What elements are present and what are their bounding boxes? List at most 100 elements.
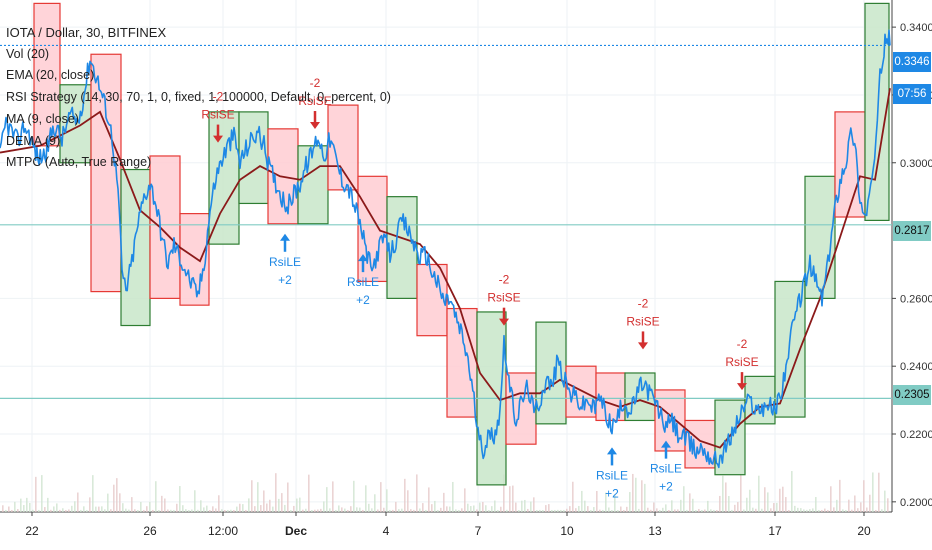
volume-bar: [428, 487, 430, 512]
signal-label: RsiLE: [347, 275, 379, 289]
volume-bar: [32, 509, 34, 512]
signal-qty: +2: [278, 273, 292, 287]
volume-bar: [860, 502, 862, 512]
level-tag-1: 0.2817: [893, 221, 931, 241]
volume-bar: [734, 504, 736, 512]
volume-bar: [179, 486, 181, 512]
last-price-tag: 0.3346: [893, 52, 931, 72]
volume-bar: [674, 509, 676, 512]
volume-bar: [512, 485, 514, 512]
volume-bar: [128, 509, 130, 512]
volume-bar: [611, 510, 613, 512]
time-tick-label: 26: [143, 524, 157, 538]
volume-bar: [719, 495, 721, 512]
signal-qty: +2: [605, 486, 619, 500]
volume-bar: [221, 509, 223, 512]
countdown-tag: 07:56: [893, 84, 931, 104]
volume-bar: [104, 509, 106, 512]
volume-bar: [47, 497, 49, 512]
up-arrow-head-icon: [358, 254, 368, 262]
mtpc-box-down: [179, 213, 210, 306]
ema-line: [0, 88, 891, 449]
volume-bar: [731, 509, 733, 512]
volume-bar: [515, 502, 517, 512]
volume-bar: [752, 507, 754, 512]
long-signal: RsiLE +2: [269, 233, 301, 287]
volume-bar: [29, 502, 31, 512]
signal-label: RsiSE: [725, 355, 758, 369]
price-tick-label: 0.3000: [900, 158, 932, 170]
volume-bar: [866, 507, 868, 512]
volume-bar: [191, 509, 193, 512]
volume-bar: [446, 506, 448, 512]
volume-bar: [539, 509, 541, 512]
volume-bar: [287, 482, 289, 512]
volume-bar: [200, 500, 202, 512]
volume-bar: [605, 492, 607, 512]
volume-bar: [206, 505, 208, 512]
volume-bar: [299, 497, 301, 512]
volume-bar: [269, 499, 271, 512]
volume-bar: [506, 509, 508, 512]
volume-bar: [407, 490, 409, 512]
signal-label: RsiSE: [298, 94, 331, 108]
legend-ma[interactable]: MA (9, close): [6, 111, 79, 126]
volume-bar: [767, 492, 769, 512]
volume-bar: [236, 506, 238, 512]
volume-bar: [695, 509, 697, 512]
volume-bar: [74, 501, 76, 512]
volume-bar: [308, 474, 310, 512]
legend-rsi-strategy[interactable]: RSI Strategy (14, 30, 70, 1, 0, fixed, 1…: [6, 90, 391, 105]
volume-bar: [521, 500, 523, 512]
legend-mtpc[interactable]: MTPC (Auto, True Range): [6, 155, 152, 170]
volume-bar: [86, 509, 88, 512]
volume-bar: [494, 500, 496, 512]
legend-ema[interactable]: EMA (20, close): [6, 68, 95, 83]
down-arrow-head-icon: [638, 342, 648, 350]
volume-bar: [356, 507, 358, 512]
volume-bar: [368, 503, 370, 512]
volume-bar: [620, 506, 622, 512]
volume-bar: [680, 499, 682, 512]
legend-vol[interactable]: Vol (20): [6, 46, 50, 61]
legend-dema[interactable]: DEMA (9): [6, 133, 61, 148]
chart-title: IOTA / Dollar, 30, BITFINEX: [6, 25, 167, 40]
volume-bar: [881, 509, 883, 512]
volume-bar: [215, 508, 217, 512]
volume-bar: [812, 508, 814, 512]
volume-bar: [839, 479, 841, 512]
price-tick-label: 0.2200: [900, 429, 932, 441]
signal-label: RsiSE: [626, 314, 659, 328]
volume-bar: [233, 509, 235, 512]
volume-bar: [614, 494, 616, 512]
signal-label: RsiSE: [201, 108, 234, 122]
volume-bar: [62, 508, 64, 512]
volume-bar: [275, 473, 277, 512]
volume-bar: [833, 507, 835, 512]
volume-bar: [701, 509, 703, 512]
volume-bar: [80, 509, 82, 512]
volume-bar: [485, 505, 487, 512]
volume-bar: [155, 481, 157, 512]
indicator-legend: IOTA / Dollar, 30, BITFINEX Vol (20) EMA…: [6, 22, 391, 174]
volume-bar: [413, 509, 415, 512]
volume-bar: [818, 509, 820, 512]
volume-bar: [422, 503, 424, 512]
volume-bar: [245, 509, 247, 512]
volume-bar: [14, 501, 16, 512]
volume-bar: [419, 508, 421, 512]
volume-bar: [296, 498, 298, 512]
volume-bar: [23, 505, 25, 512]
volume-bar: [806, 509, 808, 512]
mtpc-box-down: [33, 2, 61, 147]
volume-bar: [338, 505, 340, 512]
volume-bar: [590, 509, 592, 512]
volume-bars: [2, 471, 889, 512]
volume-bar: [410, 509, 412, 512]
volume-bar: [476, 509, 478, 512]
volume-bar: [692, 498, 694, 512]
down-arrow-head-icon: [213, 135, 223, 143]
volume-bar: [842, 509, 844, 512]
volume-bar: [758, 475, 760, 512]
